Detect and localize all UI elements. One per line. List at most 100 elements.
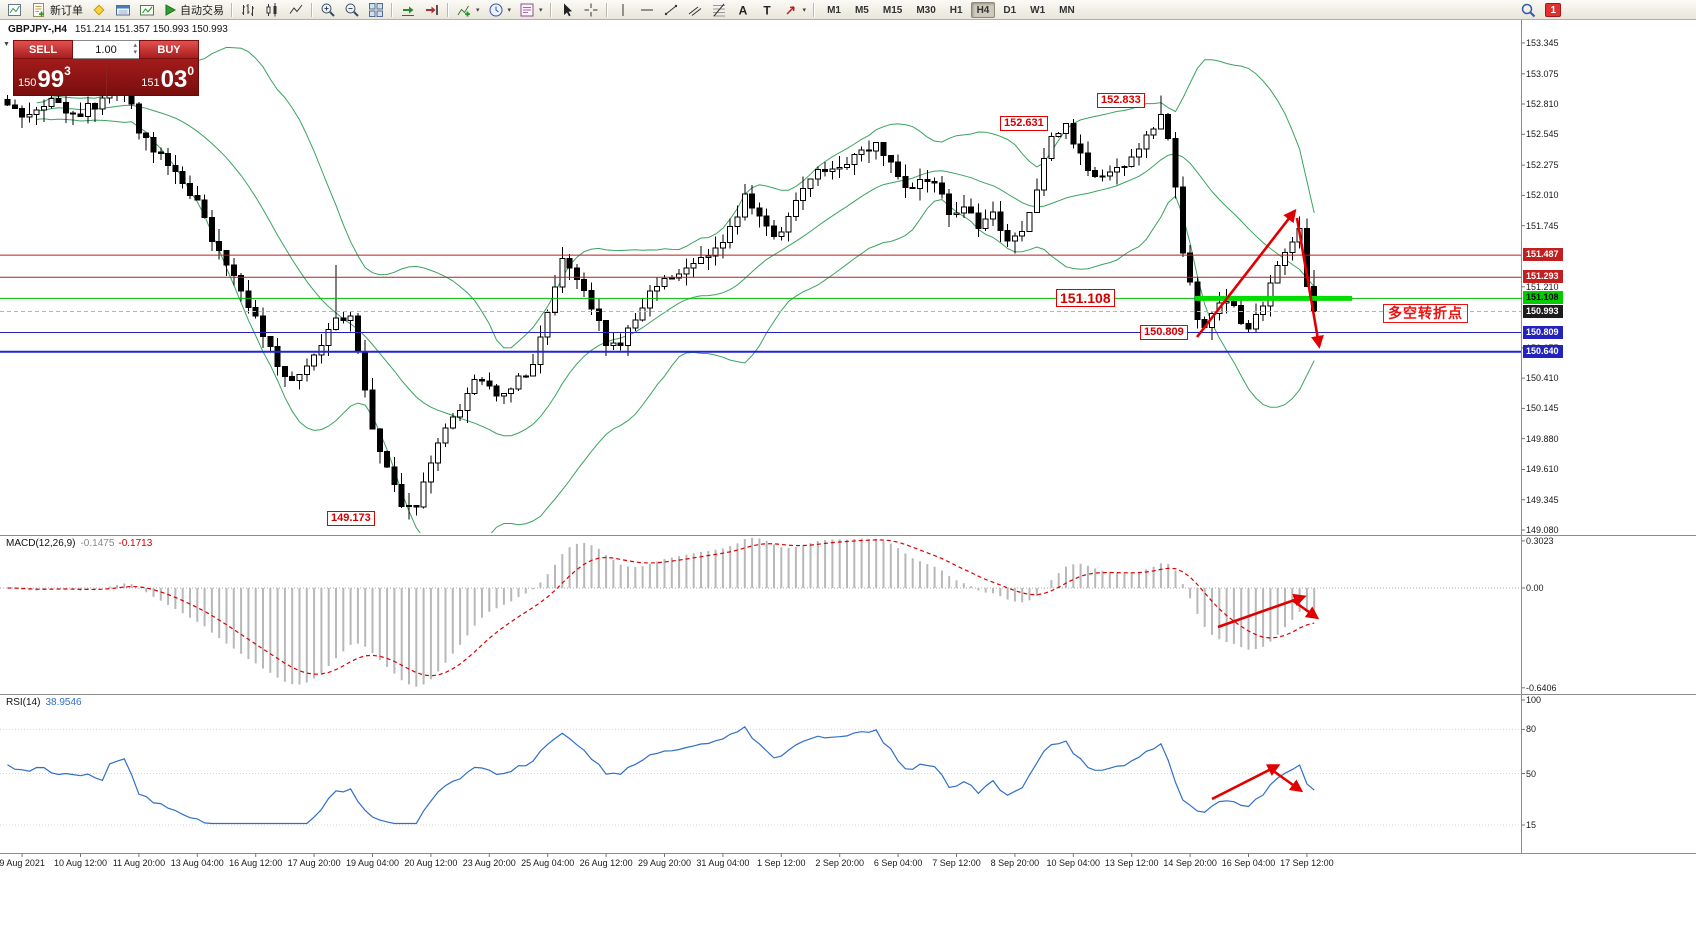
- bid-price[interactable]: 150 99 3: [14, 59, 106, 95]
- rsi-pane: [0, 725, 1521, 826]
- periods-button[interactable]: ▾: [484, 1, 516, 19]
- toolbar-separator: [311, 2, 313, 17]
- horizontal-line-icon: [639, 2, 655, 18]
- bid-prefix: 150: [18, 77, 37, 89]
- sell-button[interactable]: SELL: [13, 40, 73, 59]
- timeframe-d1[interactable]: D1: [1003, 4, 1017, 16]
- buy-button[interactable]: BUY: [139, 40, 199, 59]
- indicators-icon: [456, 2, 472, 18]
- zoom-out-icon: [344, 2, 360, 18]
- tile-windows-button[interactable]: [364, 1, 388, 19]
- rsi-trend-arrow[interactable]: [1211, 764, 1281, 801]
- macd-indicator-label: MACD(12,26,9) -0.1475 -0.1713: [6, 538, 152, 549]
- channel-button[interactable]: [683, 1, 707, 19]
- arrows-button[interactable]: ▾: [779, 1, 811, 19]
- timeframe-m5[interactable]: M5: [854, 4, 869, 16]
- main-trend-arrow[interactable]: [1295, 217, 1324, 349]
- tile-windows-icon: [368, 2, 384, 18]
- toolbar-separator: [391, 2, 393, 17]
- toolbar-separator: [813, 2, 816, 17]
- text-a-icon: A: [735, 2, 751, 18]
- macd-histogram: [13, 537, 1316, 687]
- volume-input[interactable]: 1.00 ▴ ▾: [73, 40, 139, 59]
- text-t-icon: T: [759, 2, 775, 18]
- toolbar-separator: [231, 2, 233, 17]
- chart-candles-icon: [264, 2, 280, 18]
- autotrade-button[interactable]: 自动交易: [159, 1, 228, 19]
- symbol-info: GBPJPY-,H4 151.214 151.357 150.993 150.99…: [8, 24, 228, 35]
- macd-name: MACD(12,26,9): [6, 538, 76, 549]
- chart-bars-button[interactable]: [236, 1, 260, 19]
- spinner-down-icon[interactable]: ▾: [133, 49, 137, 56]
- ask-pipette: 0: [187, 64, 194, 78]
- strategy-tester-button[interactable]: [135, 1, 159, 19]
- timeframe-h1[interactable]: H1: [949, 4, 963, 16]
- chart-shift-button[interactable]: [420, 1, 444, 19]
- fibonacci-icon: [711, 2, 727, 18]
- timeframe-m30[interactable]: M30: [916, 4, 936, 16]
- macd-trend-arrow[interactable]: [1217, 593, 1307, 629]
- indicators-button[interactable]: ▾: [452, 1, 484, 19]
- rsi-line: [7, 725, 1315, 825]
- crosshair-button[interactable]: [579, 1, 603, 19]
- rsi-indicator-label: RSI(14) 38.9546: [6, 697, 82, 708]
- timeframe-h4[interactable]: H4: [970, 1, 996, 18]
- rsi-trend-arrow[interactable]: [1271, 768, 1304, 793]
- autotrade-label: 自动交易: [180, 4, 224, 17]
- text-button[interactable]: A: [731, 1, 755, 19]
- timeframe-mn[interactable]: MN: [1059, 4, 1075, 16]
- timeframe-group: M1 M5 M15 M30 H1 H4 D1 W1 MN: [820, 1, 1082, 18]
- ask-price[interactable]: 151 03 0: [105, 59, 199, 95]
- auto-scroll-button[interactable]: [396, 1, 420, 19]
- one-click-row-top: SELL 1.00 ▴ ▾ BUY: [13, 40, 199, 59]
- search-button[interactable]: [1516, 1, 1540, 19]
- new-order-icon: [31, 2, 47, 18]
- horizontal-line-button[interactable]: [635, 1, 659, 19]
- one-click-prices: 150 99 3 151 03 0: [13, 59, 199, 96]
- chart-candles-button[interactable]: [260, 1, 284, 19]
- rsi-value: 38.9546: [45, 697, 82, 708]
- macd-pane: [0, 537, 1521, 687]
- arrows-icon: [783, 2, 799, 18]
- label-button[interactable]: T: [755, 1, 779, 19]
- timeframe-m1[interactable]: M1: [827, 4, 841, 16]
- main-price-pane: [0, 46, 1521, 533]
- strategy-tester-icon: [139, 2, 155, 18]
- metaeditor-button[interactable]: [87, 1, 111, 19]
- timeframe-m15[interactable]: M15: [882, 4, 903, 16]
- new-order-button[interactable]: 新订单: [27, 1, 87, 19]
- one-click-toggle-icon[interactable]: ▼: [3, 41, 10, 48]
- terminal-icon: [115, 2, 131, 18]
- svg-text:A: A: [738, 3, 747, 17]
- templates-icon: [519, 2, 535, 18]
- ask-prefix: 151: [141, 77, 160, 89]
- rsi-name: RSI(14): [6, 697, 41, 708]
- terminal-button[interactable]: [111, 1, 135, 19]
- candle-bodies-up: [26, 88, 1303, 508]
- chart-line-icon: [288, 2, 304, 18]
- trendline-button[interactable]: [659, 1, 683, 19]
- autotrade-play-icon: [163, 2, 177, 18]
- crosshair-icon: [583, 2, 599, 18]
- chevron-down-icon: ▾: [539, 6, 543, 14]
- timeframe-w1[interactable]: W1: [1030, 4, 1046, 16]
- periods-clock-icon: [488, 2, 504, 18]
- chart-line-button[interactable]: [284, 1, 308, 19]
- volume-value: 1.00: [95, 43, 117, 56]
- zoom-in-button[interactable]: [316, 1, 340, 19]
- auto-scroll-icon: [400, 2, 416, 18]
- charts-menu-button[interactable]: [3, 1, 27, 19]
- cursor-button[interactable]: [555, 1, 579, 19]
- templates-button[interactable]: ▾: [515, 1, 547, 19]
- zoom-out-button[interactable]: [340, 1, 364, 19]
- spinner-up-icon[interactable]: ▴: [133, 42, 137, 49]
- fibonacci-button[interactable]: [707, 1, 731, 19]
- vertical-line-button[interactable]: [611, 1, 635, 19]
- zoom-in-icon: [320, 2, 336, 18]
- notification-badge[interactable]: 1: [1545, 2, 1561, 17]
- macd-trend-arrow[interactable]: [1291, 598, 1320, 620]
- macd-value: -0.1475: [80, 538, 115, 549]
- volume-spinner[interactable]: ▴ ▾: [133, 42, 137, 56]
- main-trend-arrow[interactable]: [1195, 208, 1297, 338]
